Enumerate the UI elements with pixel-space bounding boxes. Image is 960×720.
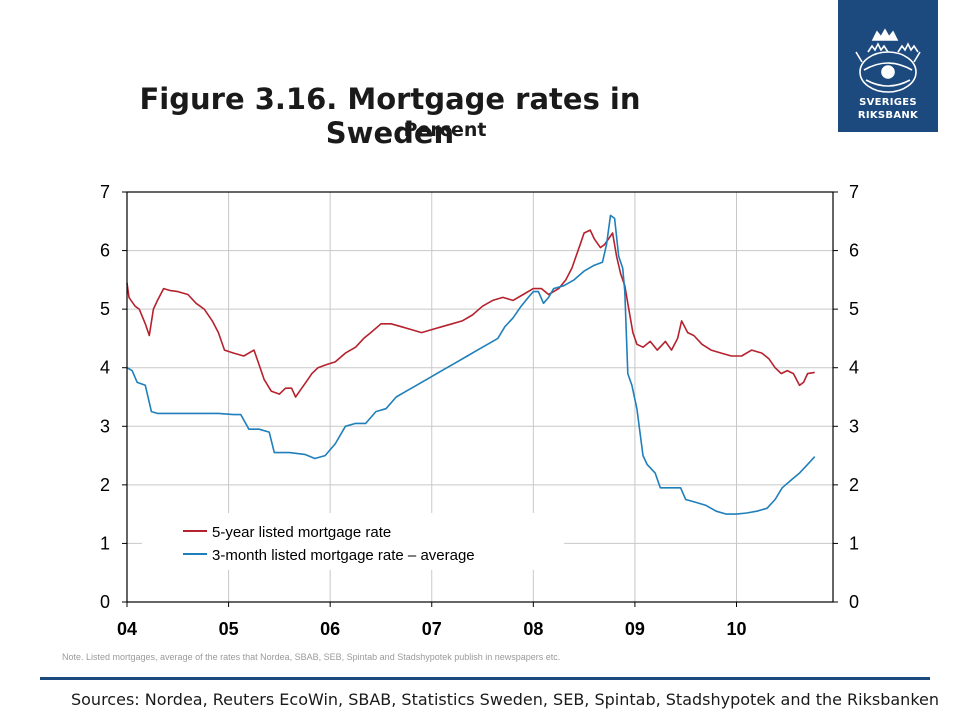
y-tick-label-right: 4 <box>849 358 859 378</box>
crown-emblem-icon <box>855 28 921 93</box>
plot-frame <box>126 191 834 603</box>
y-tick-label-left: 5 <box>100 299 110 319</box>
y-tick-label-right: 6 <box>849 241 859 261</box>
y-tick-label-right: 3 <box>849 416 859 436</box>
y-tick-label-left: 1 <box>100 533 110 553</box>
sources-line: Sources: Nordea, Reuters EcoWin, SBAB, S… <box>70 690 939 709</box>
legend-background <box>142 513 564 570</box>
x-tick-label: 10 <box>726 619 746 639</box>
series-line-3-month <box>126 214 816 515</box>
x-tick-label: 05 <box>219 619 239 639</box>
y-tick-label-right: 7 <box>849 182 859 202</box>
x-tick-label: 06 <box>320 619 340 639</box>
logo-line-2: RIKSBANK <box>857 110 919 121</box>
series-lines <box>126 214 816 515</box>
chart-subtitle: Percent <box>403 119 487 141</box>
y-tick-label-right: 0 <box>849 592 859 612</box>
logo-line-1: SVERIGES <box>859 97 917 108</box>
x-tick-label: 08 <box>523 619 543 639</box>
legend-label-3-month: 3-month listed mortgage rate – average <box>212 547 475 564</box>
legend: 5-year listed mortgage rate 3-month list… <box>183 524 475 564</box>
footer-divider <box>40 677 930 680</box>
chart-note: Note. Listed mortgages, average of the r… <box>62 652 561 662</box>
y-tick-label-left: 4 <box>100 358 110 378</box>
x-axis: 04 05 06 07 08 09 10 <box>117 602 747 639</box>
series-line-5-year <box>126 229 815 398</box>
x-tick-label: 09 <box>625 619 645 639</box>
legend-label-5-year: 5-year listed mortgage rate <box>212 524 391 541</box>
y-tick-label-right: 1 <box>849 533 859 553</box>
y-axis-right: 0 1 2 3 4 5 6 7 <box>833 182 859 612</box>
y-tick-label-left: 0 <box>100 592 110 612</box>
y-axis-left: 0 1 2 3 4 5 6 7 <box>100 182 127 612</box>
y-tick-label-right: 2 <box>849 475 859 495</box>
riksbank-logo: SVERIGES RIKSBANK <box>838 0 938 132</box>
x-tick-label: 04 <box>117 619 137 639</box>
y-tick-label-left: 6 <box>100 241 110 261</box>
y-tick-label-left: 3 <box>100 416 110 436</box>
y-tick-label-left: 7 <box>100 182 110 202</box>
y-tick-label-left: 2 <box>100 475 110 495</box>
x-tick-label: 07 <box>422 619 442 639</box>
y-tick-label-right: 5 <box>849 299 859 319</box>
chart-title: Figure 3.16. Mortgage rates in Sweden <box>139 82 641 150</box>
